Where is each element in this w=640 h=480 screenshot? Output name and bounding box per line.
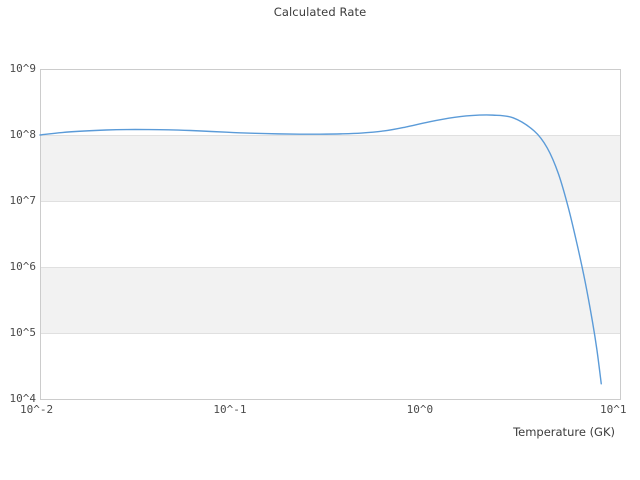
chart-band <box>40 267 620 333</box>
chart-band <box>40 135 620 201</box>
x-axis-tick-label: 10^-1 <box>213 403 247 416</box>
y-axis-tick-label: 10^7 <box>9 194 37 207</box>
chart-bands <box>40 135 620 333</box>
y-axis-tick-label: 10^6 <box>9 260 37 273</box>
x-axis-tick-label: 10^1 <box>600 403 627 416</box>
data-series-line <box>39 114 602 385</box>
y-axis-tick-label: 10^4 <box>9 392 37 405</box>
chart-title: Calculated Rate <box>273 5 367 19</box>
chart-gridlines <box>40 135 620 334</box>
y-axis-tick-label: 10^9 <box>9 62 37 75</box>
x-axis-tick-label: 10^-2 <box>20 403 54 416</box>
plot-frame <box>40 69 621 400</box>
y-axis-tick-label: 10^8 <box>9 128 37 141</box>
x-axis-tick-label: 10^0 <box>406 403 434 416</box>
y-axis-tick-label: 10^5 <box>9 326 37 339</box>
x-axis-label: Temperature (GK) <box>513 425 615 439</box>
